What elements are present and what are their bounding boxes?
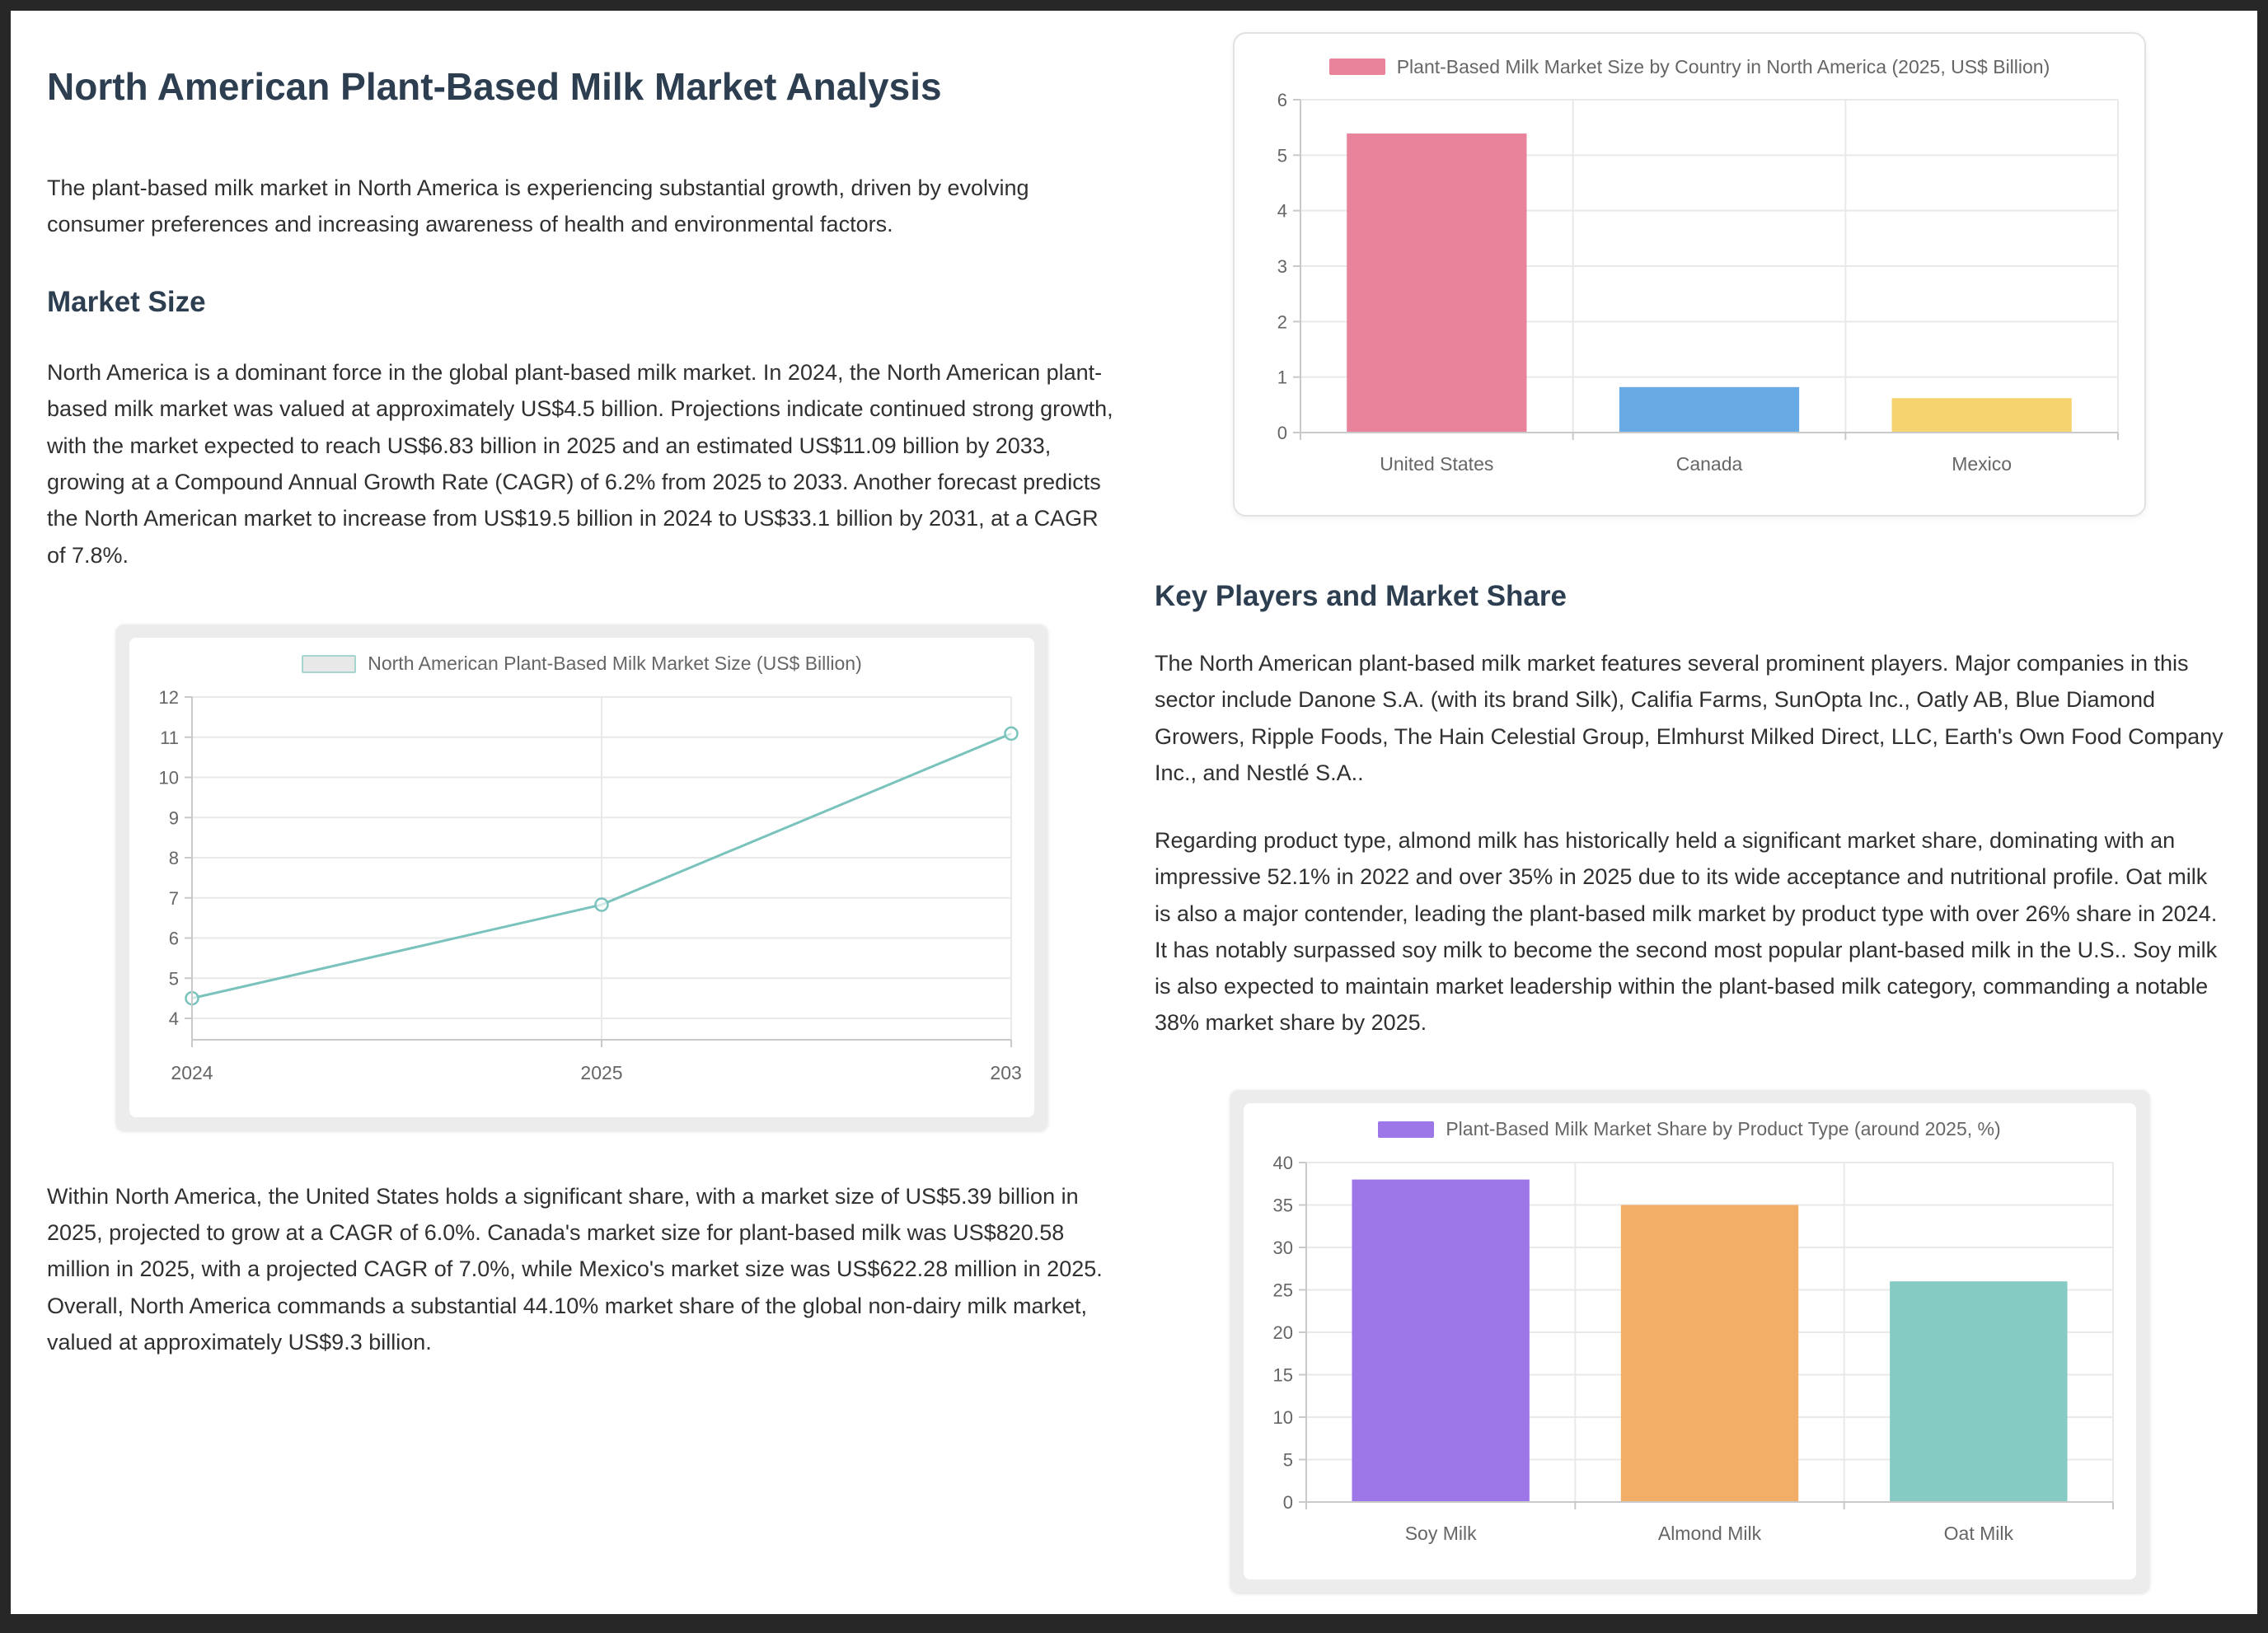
svg-text:7: 7: [169, 888, 179, 909]
data-point-2025: [594, 897, 609, 912]
intro-paragraph: The plant-based milk market in North Ame…: [47, 175, 1029, 236]
product-share-bar-chart-card: Plant-Based Milk Market Share by Product…: [1243, 1102, 2136, 1579]
product-share-chart-frame: Plant-Based Milk Market Share by Product…: [1230, 1089, 2149, 1593]
svg-text:8: 8: [169, 848, 179, 868]
country-bar-chart: 0 1 2 3 4 5 6 United States Canada Mexico: [1277, 90, 2119, 475]
svg-text:10: 10: [159, 767, 179, 788]
svg-text:1: 1: [1277, 367, 1287, 388]
left-column: North American Plant-Based Milk Market A…: [47, 32, 1117, 1360]
svg-text:0: 0: [1282, 1492, 1292, 1513]
svg-text:9: 9: [169, 807, 179, 828]
bar-canada: [1619, 386, 1800, 433]
svg-text:5: 5: [1277, 145, 1287, 166]
country-bar-chart-legend: Plant-Based Milk Market Size by Country …: [1251, 55, 2128, 78]
svg-text:11: 11: [160, 728, 179, 748]
bar-united-states: [1347, 133, 1527, 433]
svg-text:Mexico: Mexico: [1952, 453, 2012, 475]
bar-soy-milk: [1351, 1179, 1530, 1502]
market-size-line-chart-canvas: 4 5 6 7 8 9 10 11 12 2024 2025 2033: [143, 685, 1021, 1109]
market-size-paragraph-2: Within North America, the United States …: [47, 1183, 1103, 1355]
product-share-bar-chart-legend: Plant-Based Milk Market Share by Product…: [1257, 1118, 2123, 1141]
svg-text:35: 35: [1272, 1195, 1292, 1215]
svg-text:Oat Milk: Oat Milk: [1943, 1523, 2013, 1544]
key-players-heading: Key Players and Market Share: [1155, 580, 1567, 612]
legend-swatch-icon: [1378, 1121, 1435, 1138]
svg-text:5: 5: [1282, 1449, 1292, 1470]
country-bar-chart-card: Plant-Based Milk Market Size by Country …: [1233, 32, 2146, 517]
country-bar-chart-canvas: 0 1 2 3 4 5 6 United States Canada Mexico: [1251, 88, 2128, 502]
product-share-bar-chart: 0 5 10 15 20 25 30 35 40 Soy Milk Almond Milk Oat M…: [1272, 1153, 2114, 1544]
svg-text:Soy Milk: Soy Milk: [1404, 1523, 1476, 1544]
svg-text:4: 4: [1277, 201, 1287, 222]
legend-label: Plant-Based Milk Market Share by Product…: [1446, 1118, 2001, 1140]
bar-almond-milk: [1620, 1205, 1798, 1502]
svg-text:2033: 2033: [990, 1062, 1021, 1083]
market-size-line-chart: 4 5 6 7 8 9 10 11 12 2024 2025 2033: [159, 687, 1021, 1083]
svg-text:12: 12: [159, 687, 179, 708]
bar-mexico: [1891, 398, 2072, 433]
svg-text:6: 6: [169, 928, 179, 948]
market-size-heading: Market Size: [47, 286, 206, 319]
svg-text:United States: United States: [1380, 453, 1493, 475]
legend-label: Plant-Based Milk Market Size by Country …: [1396, 55, 2050, 77]
right-column: Plant-Based Milk Market Size by Country …: [1155, 32, 2224, 1593]
product-share-bar-chart-canvas: 0 5 10 15 20 25 30 35 40 Soy Milk Almond Milk Oat M…: [1257, 1151, 2123, 1571]
document-page: North American Plant-Based Milk Market A…: [11, 11, 2257, 1614]
svg-text:10: 10: [1272, 1407, 1292, 1428]
svg-text:2: 2: [1277, 311, 1287, 332]
key-players-paragraph-2: Regarding product type, almond milk has …: [1155, 828, 2218, 1036]
key-players-paragraph-1: The North American plant-based milk mark…: [1155, 651, 2223, 785]
svg-text:3: 3: [1277, 256, 1287, 277]
svg-text:2025: 2025: [580, 1062, 622, 1083]
market-size-line-chart-card: North American Plant-Based Milk Market S…: [129, 637, 1034, 1117]
svg-text:15: 15: [1272, 1364, 1292, 1385]
market-size-line-chart-legend: North American Plant-Based Milk Market S…: [143, 653, 1021, 676]
market-size-line-chart-frame: North American Plant-Based Milk Market S…: [116, 624, 1047, 1130]
svg-text:30: 30: [1272, 1238, 1292, 1258]
svg-text:2024: 2024: [171, 1062, 213, 1083]
svg-text:0: 0: [1277, 423, 1287, 443]
legend-swatch-icon: [1328, 58, 1385, 75]
svg-text:Canada: Canada: [1676, 453, 1743, 475]
svg-text:20: 20: [1272, 1322, 1292, 1343]
svg-text:5: 5: [169, 968, 179, 989]
page-title: North American Plant-Based Milk Market A…: [47, 65, 942, 108]
svg-text:25: 25: [1272, 1280, 1292, 1300]
legend-swatch-icon: [302, 654, 357, 673]
bar-oat-milk: [1889, 1280, 2068, 1502]
legend-label: North American Plant-Based Milk Market S…: [368, 653, 862, 675]
svg-text:40: 40: [1272, 1153, 1292, 1173]
svg-text:Almond Milk: Almond Milk: [1657, 1523, 1761, 1544]
data-point-2033: [1004, 726, 1019, 741]
svg-text:4: 4: [169, 1008, 179, 1029]
svg-text:6: 6: [1277, 90, 1287, 110]
market-size-paragraph-1: North America is a dominant force in the…: [47, 360, 1113, 568]
